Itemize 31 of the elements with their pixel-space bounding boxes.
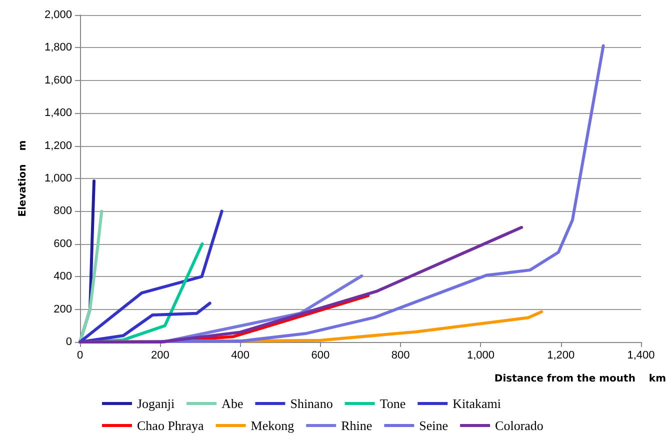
y-tick-label: 1,600 [44, 74, 72, 86]
legend-label: Rhine [341, 418, 372, 433]
legend-label: Shinano [290, 396, 333, 411]
x-tick-label: 600 [311, 350, 330, 362]
y-tick-label: 400 [54, 270, 72, 283]
legend-label: Colorado [495, 418, 544, 433]
y-tick-label: 1,400 [44, 107, 72, 120]
legend-label: Joganji [137, 396, 175, 411]
y-tick-label: 0 [66, 336, 72, 348]
legend-label: Tone [380, 396, 406, 411]
y-tick-label: 200 [54, 303, 72, 316]
legend-label: Kitakami [452, 396, 502, 411]
x-tick-label: 200 [150, 350, 170, 362]
x-tick-label: 400 [231, 350, 250, 362]
y-axis-title: Elevation m [18, 140, 28, 217]
y-tick-label: 800 [54, 205, 72, 218]
y-tick-label: 1,200 [44, 140, 72, 152]
y-tick-label: 600 [54, 238, 72, 250]
legend-label: Chao Phraya [137, 418, 204, 433]
x-tick-label: 800 [391, 350, 410, 362]
legend-label: Seine [419, 418, 448, 433]
y-tick-label: 1,800 [44, 42, 72, 54]
x-tick-label: 1,200 [547, 350, 575, 362]
x-tick-label: 1,400 [627, 350, 655, 362]
y-tick-label: 1,000 [44, 172, 72, 184]
y-tick-label: 2,000 [44, 9, 72, 21]
x-axis-title: Distance from the mouth km [494, 374, 666, 384]
legend-label: Mekong [250, 418, 295, 433]
legend-label: Abe [222, 396, 244, 411]
x-tick-label: 0 [76, 350, 84, 362]
x-tick-label: 1,000 [466, 350, 494, 362]
